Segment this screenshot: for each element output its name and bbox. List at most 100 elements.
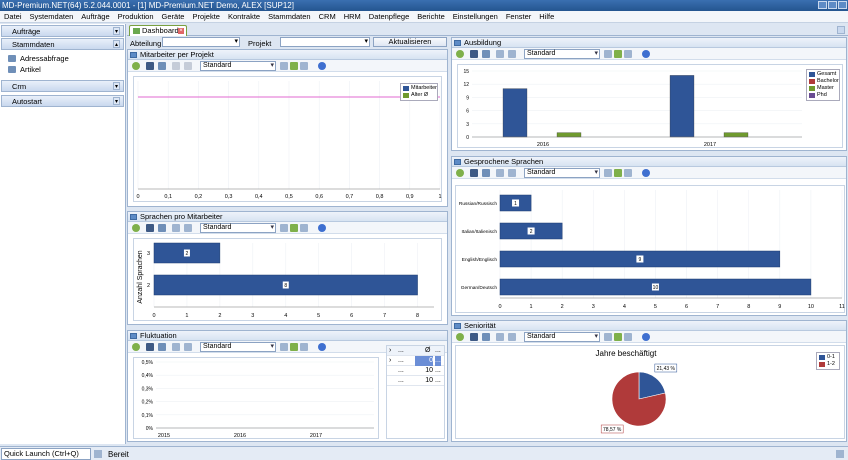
help-icon[interactable] (642, 333, 650, 341)
menu-item[interactable]: Systemdaten (29, 12, 74, 21)
chevron-down-icon[interactable]: ▾ (113, 27, 120, 35)
tray-icon[interactable] (836, 450, 844, 458)
layout-save-icon[interactable] (280, 62, 288, 70)
layout-delete-icon[interactable] (624, 169, 632, 177)
refresh-icon[interactable] (456, 169, 464, 177)
layout-select[interactable]: Standard (524, 332, 600, 342)
help-icon[interactable] (318, 62, 326, 70)
menu-item[interactable]: Einstellungen (452, 12, 498, 21)
chevron-up-icon[interactable]: ▴ (113, 40, 120, 48)
layout-save-icon[interactable] (604, 50, 612, 58)
layout-save-icon[interactable] (604, 169, 612, 177)
print-icon[interactable] (184, 343, 192, 351)
minimize-icon[interactable] (818, 1, 827, 9)
layout-add-icon[interactable] (290, 343, 298, 351)
zoom-icon[interactable] (496, 169, 504, 177)
refresh-icon[interactable] (456, 333, 464, 341)
chevron-down-icon[interactable]: ▾ (113, 82, 120, 90)
layout-add-icon[interactable] (290, 224, 298, 232)
sidebar-group-autostart[interactable]: Autostart ▾ (1, 95, 124, 107)
grid-cell[interactable]: 10 (425, 377, 433, 384)
layout-delete-icon[interactable] (624, 333, 632, 341)
layout-delete-icon[interactable] (624, 50, 632, 58)
layout-delete-icon[interactable] (300, 62, 308, 70)
menu-item[interactable]: Hilfe (539, 12, 555, 21)
minimize-panel-icon[interactable] (130, 214, 137, 220)
save-icon[interactable] (146, 224, 154, 232)
layout-delete-icon[interactable] (300, 343, 308, 351)
print-icon[interactable] (184, 224, 192, 232)
save-icon[interactable] (146, 62, 154, 70)
help-icon[interactable] (642, 169, 650, 177)
sidebar-group-stammdaten[interactable]: Stammdaten ▴ (1, 38, 124, 50)
edit-icon[interactable] (482, 50, 490, 58)
tab-dashboard[interactable]: Dashboard × (129, 25, 187, 36)
help-icon[interactable] (318, 224, 326, 232)
refresh-icon[interactable] (456, 50, 464, 58)
save-icon[interactable] (146, 343, 154, 351)
zoom-icon[interactable] (172, 343, 180, 351)
menu-item[interactable]: Datenpflege (368, 12, 410, 21)
layout-save-icon[interactable] (280, 343, 288, 351)
refresh-icon[interactable] (132, 343, 140, 351)
projekt-select[interactable] (280, 37, 370, 47)
minimize-panel-icon[interactable] (130, 52, 137, 58)
sidebar-item-adressabfrage[interactable]: Adressabfrage (0, 53, 125, 64)
layout-select[interactable]: Standard (200, 342, 276, 352)
abteilung-select[interactable] (162, 37, 240, 47)
menu-item[interactable]: Stammdaten (268, 12, 311, 21)
menu-item[interactable]: Produktion (117, 12, 154, 21)
layout-save-icon[interactable] (280, 224, 288, 232)
table-row[interactable]: ... 10 ... (387, 376, 444, 386)
export-icon[interactable] (172, 62, 180, 70)
layout-delete-icon[interactable] (300, 224, 308, 232)
refresh-button[interactable]: Aktualisieren (373, 37, 447, 47)
print-icon[interactable] (508, 50, 516, 58)
menu-item[interactable]: CRM (318, 12, 336, 21)
edit-icon[interactable] (158, 62, 166, 70)
edit-icon[interactable] (482, 333, 490, 341)
edit-icon[interactable] (158, 343, 166, 351)
menu-item[interactable]: Fenster (505, 12, 532, 21)
layout-add-icon[interactable] (614, 169, 622, 177)
help-icon[interactable] (318, 343, 326, 351)
quick-launch-input[interactable]: Quick Launch (Ctrl+Q) (1, 448, 91, 460)
menu-item[interactable]: Geräte (161, 12, 185, 21)
menu-item[interactable]: Aufträge (81, 12, 110, 21)
zoom-icon[interactable] (172, 224, 180, 232)
save-icon[interactable] (470, 169, 478, 177)
print-icon[interactable] (184, 62, 192, 70)
layout-save-icon[interactable] (604, 333, 612, 341)
zoom-icon[interactable] (496, 333, 504, 341)
edit-icon[interactable] (158, 224, 166, 232)
table-row[interactable]: ... 10 ... (387, 366, 444, 376)
close-icon[interactable] (838, 1, 847, 9)
refresh-icon[interactable] (132, 62, 140, 70)
help-icon[interactable] (642, 50, 650, 58)
save-icon[interactable] (470, 333, 478, 341)
minimize-panel-icon[interactable] (454, 323, 461, 329)
menu-item[interactable]: HRM (343, 12, 361, 21)
grid-cell[interactable]: 10 (425, 367, 433, 374)
minimize-panel-icon[interactable] (454, 159, 461, 165)
layout-add-icon[interactable] (614, 333, 622, 341)
table-row[interactable]: › ... 0 ... (387, 356, 444, 366)
sidebar-item-artikel[interactable]: Artikel (0, 64, 125, 75)
tab-list-icon[interactable] (837, 26, 845, 34)
print-icon[interactable] (508, 169, 516, 177)
minimize-panel-icon[interactable] (454, 40, 461, 46)
layout-select[interactable]: Standard (200, 61, 276, 71)
edit-icon[interactable] (482, 169, 490, 177)
menu-item[interactable]: Datei (4, 12, 22, 21)
sidebar-group-auftraege[interactable]: Aufträge ▾ (1, 25, 124, 37)
menu-item[interactable]: Projekte (192, 12, 220, 21)
layout-select[interactable]: Standard (200, 223, 276, 233)
menu-item[interactable]: Berichte (417, 12, 445, 21)
zoom-icon[interactable] (496, 50, 504, 58)
maximize-icon[interactable] (828, 1, 837, 9)
close-tab-icon[interactable]: × (178, 28, 184, 34)
layout-select[interactable]: Standard (524, 168, 600, 178)
menu-item[interactable]: Kontrakte (227, 12, 261, 21)
grid-cell[interactable]: 0 (415, 356, 433, 366)
layout-add-icon[interactable] (614, 50, 622, 58)
